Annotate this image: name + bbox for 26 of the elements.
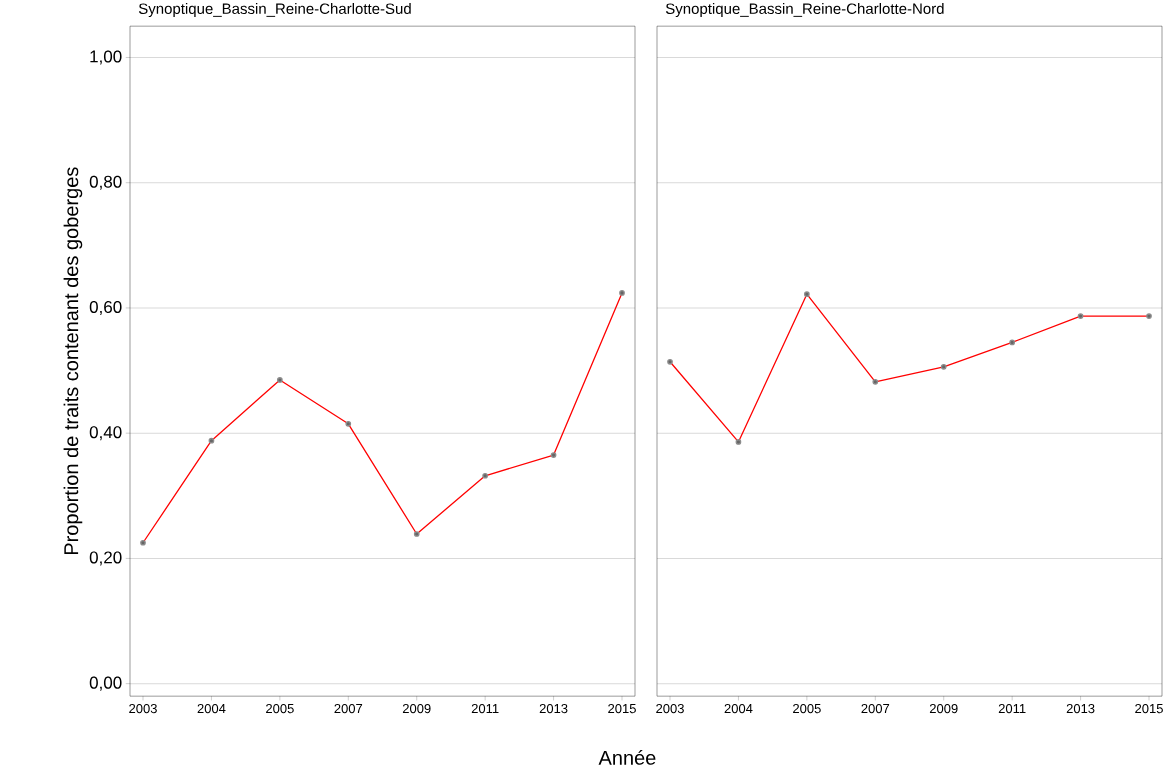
x-tick-label: 2004 [724, 703, 753, 714]
x-tick-label: 2013 [539, 703, 568, 714]
x-tick-label: 2007 [334, 703, 363, 714]
x-tick-label: 2009 [402, 703, 431, 714]
y-tick-label: 0,20 [89, 551, 122, 566]
x-tick-label: 2015 [1135, 703, 1163, 714]
x-axis-title: Année [598, 749, 656, 765]
x-tick-label: 2003 [656, 703, 684, 714]
chart-title: Synoptique_Bassin_Reine-Charlotte-Nord [665, 2, 944, 17]
x-tick-label: 2009 [929, 703, 958, 714]
y-tick-label: 0,40 [89, 426, 122, 441]
x-tick-label: 2005 [793, 703, 821, 714]
x-tick-label: 2004 [197, 703, 226, 714]
y-tick-label: 0,00 [89, 676, 122, 691]
x-tick-label: 2015 [608, 703, 636, 714]
x-tick-label: 2013 [1066, 703, 1095, 714]
y-tick-label: 0,60 [89, 300, 122, 315]
y-tick-label: 0,80 [89, 175, 122, 190]
x-tick-label: 2011 [471, 703, 499, 714]
x-tick-label: 2011 [998, 703, 1026, 714]
y-tick-label: 1,00 [90, 50, 122, 65]
x-tick-label: 2007 [861, 703, 890, 714]
chart-title: Synoptique_Bassin_Reine-Charlotte-Sud [138, 2, 411, 17]
x-tick-label: 2005 [266, 703, 294, 714]
x-tick-label: 2003 [129, 703, 157, 714]
y-axis-title: Proportion de traits contenant des goberges [63, 167, 83, 555]
